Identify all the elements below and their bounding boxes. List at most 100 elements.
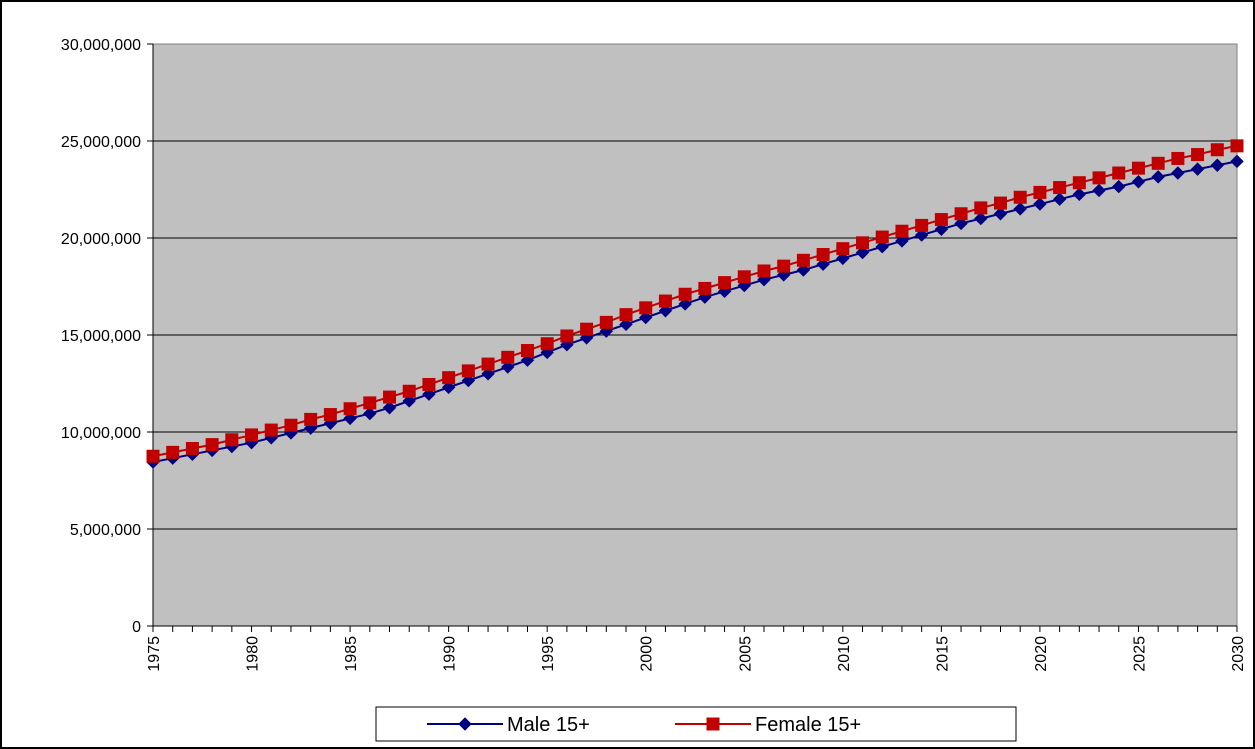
data-point	[1151, 156, 1165, 170]
data-point	[1151, 170, 1165, 184]
legend-item: Female 15+	[675, 714, 861, 736]
data-point	[993, 196, 1007, 210]
data-point	[914, 228, 929, 242]
data-point	[895, 234, 909, 248]
x-axis: 1975 1980 1985 1990 1995 2000 2005 2010 2015 2020…	[146, 625, 1247, 672]
data-point	[993, 207, 1008, 221]
data-point	[1092, 171, 1106, 185]
data-point	[461, 373, 476, 388]
data-point	[1072, 187, 1087, 202]
data-point	[363, 396, 377, 410]
data-point	[816, 247, 830, 261]
legend-swatch-marker	[458, 717, 472, 731]
data-point	[166, 445, 180, 459]
data-point	[1112, 179, 1126, 194]
y-tick-label: 5,000,000	[70, 522, 141, 539]
data-point	[185, 441, 199, 455]
x-tick-label: 2025	[1131, 636, 1148, 672]
data-point	[718, 276, 732, 290]
data-point	[1230, 154, 1244, 169]
data-point	[481, 357, 495, 371]
legend-label: Male 15+	[507, 714, 590, 736]
data-point	[382, 401, 397, 415]
data-point	[875, 230, 889, 244]
data-point	[363, 406, 377, 421]
x-tick-label: 2015	[934, 636, 951, 672]
data-point	[934, 222, 949, 236]
data-point	[264, 423, 278, 437]
data-point	[520, 353, 535, 367]
data-point	[520, 344, 534, 358]
series-female	[146, 139, 1244, 463]
data-point	[1052, 192, 1067, 206]
data-point	[974, 201, 988, 215]
data-point	[442, 371, 456, 385]
data-point	[1190, 162, 1205, 176]
data-point	[737, 270, 751, 284]
data-point	[383, 390, 397, 404]
data-point	[639, 301, 653, 315]
y-tick-label: 0	[132, 619, 141, 636]
data-point	[481, 367, 495, 381]
data-point	[461, 364, 475, 378]
data-point	[304, 412, 318, 426]
data-point	[540, 337, 554, 351]
series-male	[146, 154, 1244, 469]
data-point	[580, 322, 594, 336]
data-point	[1092, 183, 1106, 198]
legend-label: Female 15+	[755, 714, 861, 736]
data-point	[757, 264, 771, 278]
data-point	[796, 263, 811, 277]
data-point	[1033, 185, 1047, 199]
data-point	[1171, 166, 1185, 180]
series-layer	[146, 139, 1244, 469]
data-point	[678, 287, 692, 301]
data-point	[974, 211, 988, 226]
legend-swatch-marker	[706, 717, 720, 731]
data-point	[501, 360, 515, 374]
data-point	[225, 433, 239, 447]
y-tick-label: 25,000,000	[61, 134, 141, 151]
data-point	[658, 294, 672, 308]
data-point	[1013, 190, 1027, 204]
data-point	[658, 304, 673, 318]
data-point	[796, 253, 810, 267]
data-point	[284, 418, 298, 432]
legend: Male 15+ Female 15+	[375, 706, 1017, 742]
data-point	[639, 310, 653, 325]
x-tick-label: 2020	[1033, 636, 1050, 672]
data-point	[560, 329, 574, 343]
data-point	[1191, 148, 1205, 162]
data-point	[146, 449, 160, 463]
data-point	[777, 259, 791, 273]
data-point	[915, 218, 929, 232]
data-point	[934, 213, 948, 227]
data-point	[619, 308, 633, 322]
data-point	[954, 216, 968, 231]
data-point	[855, 245, 870, 260]
plot-area	[152, 43, 1238, 627]
data-point	[816, 257, 830, 271]
data-point	[1013, 202, 1027, 216]
data-point	[441, 380, 456, 395]
y-tick-label: 15,000,000	[61, 328, 141, 345]
data-point	[599, 315, 613, 329]
data-point	[245, 428, 259, 442]
data-point	[1112, 166, 1126, 180]
data-point	[954, 207, 968, 221]
data-point	[343, 411, 357, 426]
data-point	[1210, 143, 1224, 157]
data-point	[1210, 158, 1224, 172]
y-tick-label: 20,000,000	[61, 231, 141, 248]
data-point	[323, 408, 337, 422]
x-tick-label: 2005	[737, 636, 754, 672]
data-point	[678, 297, 692, 311]
x-tick-label: 2000	[639, 636, 656, 672]
data-point	[402, 384, 416, 398]
data-point	[619, 317, 633, 332]
data-point	[895, 224, 909, 238]
data-point	[1033, 197, 1047, 211]
y-tick-label: 30,000,000	[61, 37, 141, 54]
x-tick-label: 2030	[1230, 636, 1247, 672]
